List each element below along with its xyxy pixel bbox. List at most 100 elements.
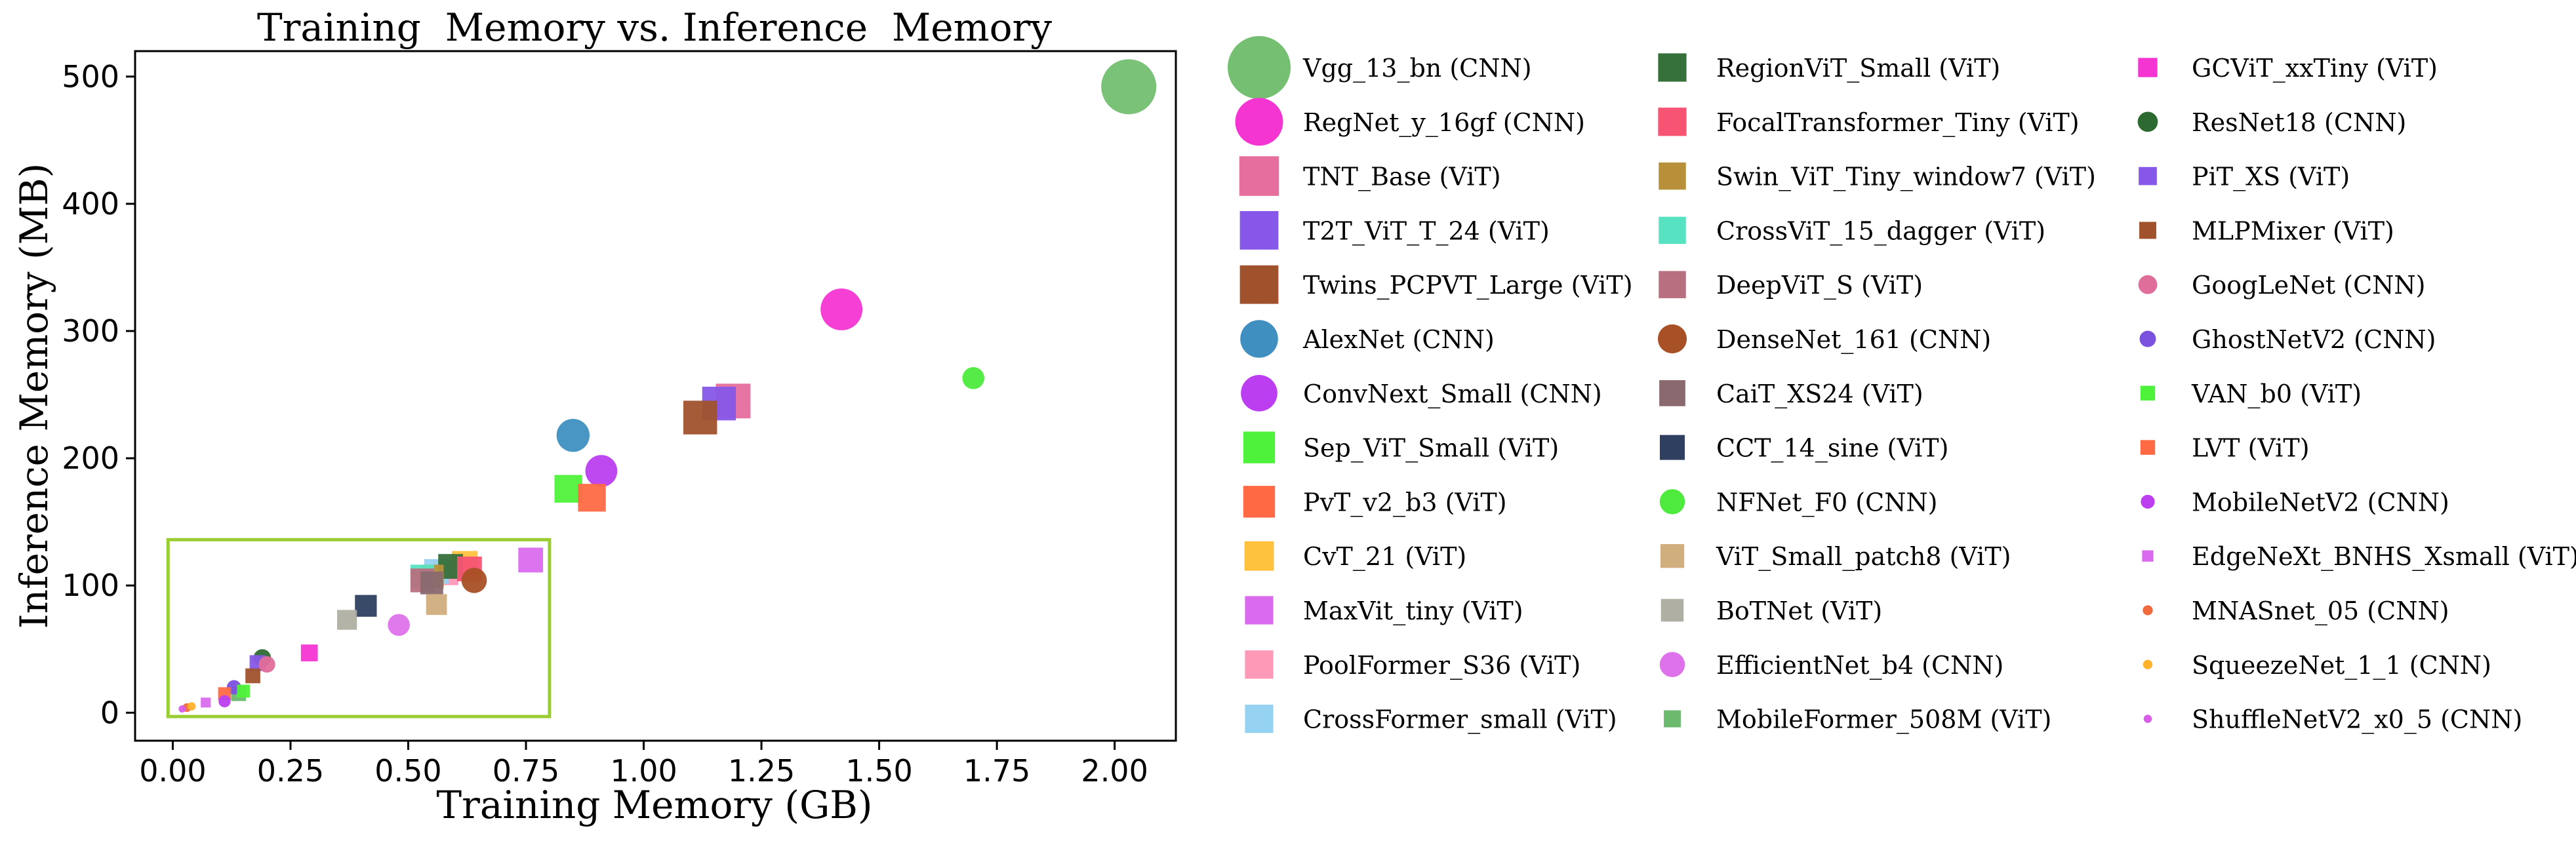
legend-marker: [1243, 486, 1276, 518]
legend-item: Vgg_13_bn (CNN): [1228, 36, 1532, 99]
legend-marker: [2140, 440, 2156, 455]
legend-label: EdgeNeXt_BNHS_Xsmall (ViT): [2192, 542, 2576, 572]
y-tick-label: 100: [62, 568, 119, 603]
x-tick-label: 1.00: [610, 753, 677, 789]
y-tick-label: 300: [62, 313, 119, 349]
data-point-pvt-v2-b3-vit: [578, 484, 606, 512]
legend-marker: [1243, 431, 1276, 463]
legend: Vgg_13_bn (CNN) RegNet_y_16gf (CNN) TNT_Ba…: [1228, 36, 2576, 735]
y-axis-label: Inference Memory (MB): [12, 163, 56, 629]
legend-label: PvT_v2_b3 (ViT): [1303, 488, 1507, 517]
legend-item: MNASnet_05 (CNN): [2143, 597, 2449, 626]
data-point-vit-small-patch8-vit: [426, 594, 447, 616]
legend-marker: [1660, 598, 1684, 622]
legend-marker: [2138, 275, 2158, 294]
legend-marker: [1228, 36, 1291, 99]
legend-item: CvT_21 (ViT): [1244, 541, 1466, 572]
legend-item: T2T_ViT_T_24 (ViT): [1239, 211, 1550, 250]
legend-item: PiT_XS (ViT): [2139, 163, 2350, 192]
data-point-twins-pcpvt-large-vit: [683, 401, 717, 435]
x-axis-label: Training Memory (GB): [436, 783, 872, 827]
data-point-van-b0-vit: [237, 684, 250, 698]
legend-item: ConvNext_Small (CNN): [1241, 374, 1602, 412]
x-tick-label: 1.50: [845, 753, 912, 789]
legend-label: ShuffleNetV2_x0_5 (CNN): [2192, 705, 2522, 735]
data-point-botnet-vit: [337, 610, 357, 630]
legend-item: ResNet18 (CNN): [2137, 108, 2406, 137]
legend-marker: [1659, 652, 1685, 677]
legend-marker: [1664, 710, 1681, 728]
data-point-shufflenetv2-x0-5-cnn: [178, 705, 186, 713]
legend-item: BoTNet (ViT): [1660, 597, 1882, 625]
y-tick-label: 0: [100, 695, 119, 730]
legend-marker: [1245, 650, 1274, 679]
legend-marker: [2139, 330, 2156, 347]
x-tick-label: 2.00: [1081, 753, 1148, 789]
legend-item: Twins_PCPVT_Large (ViT): [1239, 265, 1633, 304]
x-tick-label: 1.75: [963, 753, 1030, 789]
data-point-mlpmixer-vit: [245, 668, 260, 684]
legend-label: CrossFormer_small (ViT): [1303, 705, 1617, 735]
legend-item: RegionViT_Small (ViT): [1658, 53, 2000, 83]
legend-label: MLPMixer (ViT): [2192, 216, 2394, 245]
data-point-vgg-13-bn-cnn: [1101, 59, 1157, 115]
data-point-mobilenetv2-cnn: [218, 695, 231, 708]
legend-label: SqueezeNet_1_1 (CNN): [2192, 651, 2491, 680]
legend-label: MobileNetV2 (CNN): [2192, 488, 2449, 517]
data-point-gcvit-xxtiny-vit: [300, 644, 318, 661]
legend-marker: [1659, 271, 1686, 298]
data-point-googlenet-cnn: [258, 655, 275, 673]
legend-marker: [1239, 156, 1279, 196]
y-axis-ticks: 0 100 200 300 400 500: [62, 59, 135, 730]
legend-label: CvT_21 (ViT): [1303, 542, 1466, 572]
legend-item: EdgeNeXt_BNHS_Xsmall (ViT): [2142, 542, 2576, 572]
legend-label: RegNet_y_16gf (CNN): [1303, 108, 1585, 138]
legend-marker: [2139, 222, 2156, 239]
data-point-regnet-y-16gf-cnn: [820, 288, 863, 330]
legend-marker: [1659, 435, 1685, 460]
legend-label: T2T_ViT_T_24 (ViT): [1303, 216, 1550, 246]
legend-label: CaiT_XS24 (ViT): [1716, 380, 1923, 409]
plot-area: [166, 59, 1157, 718]
legend-label: PoolFormer_S36 (ViT): [1303, 651, 1580, 680]
legend-marker: [1658, 108, 1687, 136]
legend-item: MaxVit_tiny (ViT): [1245, 596, 1523, 626]
legend-item: MLPMixer (ViT): [2139, 216, 2394, 245]
legend-marker: [1660, 544, 1685, 568]
legend-marker: [1659, 380, 1685, 406]
legend-item: MobileFormer_508M (ViT): [1664, 705, 2051, 735]
legend-marker: [2141, 494, 2155, 509]
legend-label: ResNet18 (CNN): [2192, 108, 2406, 137]
legend-item: DeepViT_S (ViT): [1659, 271, 1923, 300]
legend-label: MNASnet_05 (CNN): [2192, 597, 2449, 626]
legend-item: PvT_v2_b3 (ViT): [1243, 486, 1507, 518]
legend-item: LVT (ViT): [2140, 434, 2310, 463]
x-tick-label: 0.25: [257, 753, 324, 789]
legend-item: ShuffleNetV2_x0_5 (CNN): [2143, 705, 2522, 735]
legend-marker: [2138, 58, 2158, 77]
legend-marker: [1657, 324, 1687, 354]
legend-item: FocalTransformer_Tiny (ViT): [1658, 108, 2080, 138]
data-point-densenet-161-cnn: [461, 568, 487, 593]
x-tick-label: 0.75: [493, 753, 559, 789]
legend-label: CCT_14_sine (ViT): [1716, 434, 1948, 463]
legend-marker: [1240, 320, 1278, 358]
highlight-box: [166, 538, 552, 718]
legend-marker: [1244, 541, 1274, 571]
legend-marker: [1659, 489, 1685, 515]
legend-label: ConvNext_Small (CNN): [1303, 380, 1602, 409]
legend-label: ViT_Small_patch8 (ViT): [1716, 542, 2011, 572]
x-tick-label: 1.25: [728, 753, 795, 789]
legend-marker: [1658, 53, 1687, 82]
legend-marker: [2142, 550, 2154, 562]
legend-label: RegionViT_Small (ViT): [1716, 54, 2000, 83]
legend-item: NFNet_F0 (CNN): [1659, 488, 1937, 517]
legend-item: MobileNetV2 (CNN): [2141, 488, 2449, 517]
legend-item: GhostNetV2 (CNN): [2139, 325, 2436, 354]
legend-marker: [2139, 166, 2157, 186]
legend-label: GhostNetV2 (CNN): [2192, 325, 2436, 354]
data-point-cait-xs24-vit: [420, 571, 443, 595]
legend-label: Sep_ViT_Small (ViT): [1303, 434, 1559, 463]
legend-label: TNT_Base (ViT): [1303, 163, 1501, 192]
